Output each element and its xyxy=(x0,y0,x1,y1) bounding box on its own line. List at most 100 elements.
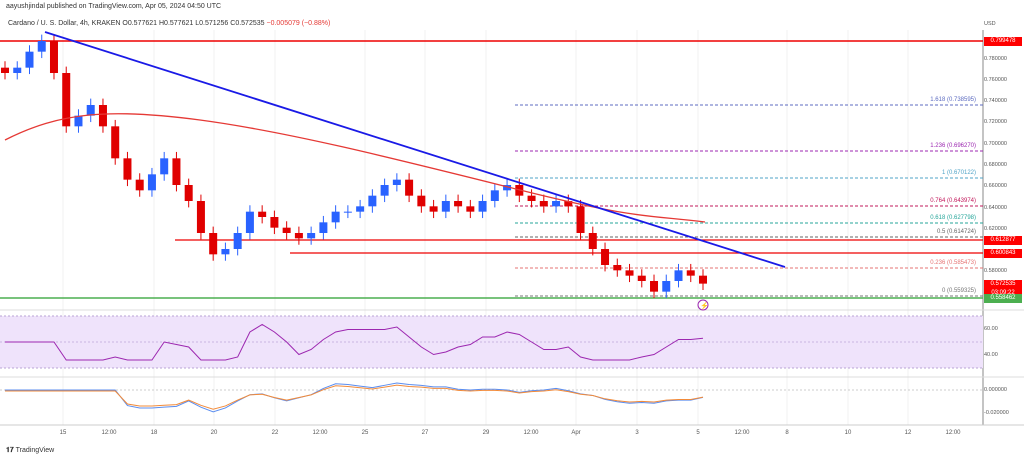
candle-body xyxy=(662,281,671,292)
close-value: C0.572535 xyxy=(230,20,265,27)
time-tick: 5 xyxy=(696,430,700,436)
candle-body xyxy=(98,105,107,127)
time-tick: 12:00 xyxy=(312,430,328,436)
time-tick: 18 xyxy=(150,430,158,436)
time-tick: 29 xyxy=(482,430,490,436)
candle-body xyxy=(613,265,622,271)
candle-body xyxy=(233,233,242,249)
time-tick: Apr xyxy=(571,430,581,436)
candle-body xyxy=(282,227,291,233)
candle-body xyxy=(294,233,303,239)
candle-body xyxy=(368,195,377,207)
symbol-legend: Cardano / U. S. Dollar, 4h, KRAKEN O0.57… xyxy=(8,20,330,27)
candle-body xyxy=(135,179,144,191)
candle-body xyxy=(184,185,193,201)
candle-body xyxy=(380,185,389,196)
time-tick: 12:00 xyxy=(734,430,750,436)
price-tick: 0.680000 xyxy=(984,162,1007,168)
candle-body xyxy=(270,217,279,228)
last-price-label: 0.572535 03:09:22 xyxy=(984,280,1022,297)
time-tick: 25 xyxy=(361,430,369,436)
high-value: H0.577621 xyxy=(159,20,194,27)
candle-body xyxy=(441,201,450,212)
lightning-icon xyxy=(697,299,709,311)
time-tick: 27 xyxy=(421,430,429,436)
time-tick: 3 xyxy=(635,430,639,436)
candle-body xyxy=(478,201,487,212)
ema-line xyxy=(4,112,706,223)
candle-body xyxy=(160,158,169,175)
candle-body xyxy=(209,233,218,255)
candle-body xyxy=(625,270,634,276)
candle-body xyxy=(588,233,597,249)
fib-level-label: 1 (0.670122) xyxy=(941,170,976,176)
price-label-top: 0.799478 xyxy=(984,37,1022,46)
candle-body xyxy=(527,195,536,201)
candle-body xyxy=(221,249,230,255)
candle-body xyxy=(539,201,548,207)
trend-line xyxy=(44,31,786,268)
rsi-line xyxy=(5,323,704,361)
time-tick: 20 xyxy=(210,430,218,436)
time-tick: 8 xyxy=(785,430,789,436)
time-tick: 15 xyxy=(59,430,67,436)
fib-level-label: 0.236 (0.585473) xyxy=(930,260,976,266)
candle-body xyxy=(503,185,512,191)
price-label-resistance-2: 0.600843 xyxy=(984,249,1022,258)
candle-body xyxy=(637,275,646,281)
candle-body xyxy=(111,126,120,159)
fib-level-label: 0.618 (0.627798) xyxy=(930,215,976,221)
macd-signal-line xyxy=(5,384,704,410)
candle-body xyxy=(405,179,414,196)
candle-body xyxy=(564,201,573,207)
fib-level-label: 0.5 (0.614724) xyxy=(936,229,976,235)
open-value: O0.577621 xyxy=(122,20,158,27)
candle-body xyxy=(650,281,659,292)
fib-level-label: 0.764 (0.643974) xyxy=(930,198,976,204)
candle-body xyxy=(490,190,499,201)
candle-body xyxy=(552,201,561,207)
candle-body xyxy=(258,211,267,217)
candle-body xyxy=(86,105,95,116)
candle-body xyxy=(1,67,9,73)
price-tick: 0.620000 xyxy=(984,226,1007,232)
macd-tick: 0.000000 xyxy=(984,387,1007,393)
fib-level-label: 1.236 (0.696270) xyxy=(930,143,976,149)
candle-body xyxy=(74,115,83,127)
candle-body xyxy=(417,195,426,207)
candle-body xyxy=(13,67,22,73)
candle-body xyxy=(699,275,707,284)
macd-tick: -0.020000 xyxy=(984,410,1009,416)
candle-body xyxy=(319,222,328,233)
candle-body xyxy=(307,233,316,239)
candle-body xyxy=(25,51,34,68)
candle-body xyxy=(245,211,254,233)
symbol-name: Cardano / U. S. Dollar, 4h, KRAKEN xyxy=(8,20,121,27)
price-tick: 0.720000 xyxy=(984,119,1007,125)
price-tick: 0.760000 xyxy=(984,77,1007,83)
price-tick: 0.780000 xyxy=(984,56,1007,62)
candle-body xyxy=(686,270,695,276)
time-tick: 22 xyxy=(271,430,279,436)
bar-countdown: 03:09:22 xyxy=(991,290,1015,296)
price-label-resistance-1: 0.612877 xyxy=(984,236,1022,245)
candle-body xyxy=(62,73,71,127)
candle-body xyxy=(172,158,181,185)
price-tick: 0.660000 xyxy=(984,183,1007,189)
brand-name: TradingView xyxy=(15,447,55,454)
fib-level-label: 1.618 (0.738595) xyxy=(930,97,976,103)
candle-body xyxy=(392,179,401,185)
change-value: −0.005079 (−0.88%) xyxy=(266,20,331,27)
currency-label: USD xyxy=(984,21,996,27)
time-tick: 12:00 xyxy=(101,430,117,436)
candle-body xyxy=(147,174,156,191)
fib-level-label: 0 (0.559325) xyxy=(941,288,976,294)
publish-info: aayushjindal published on TradingView.co… xyxy=(6,3,222,10)
candle-body xyxy=(123,158,132,180)
candle-body xyxy=(331,211,340,223)
time-tick: 12 xyxy=(904,430,912,436)
candle-body xyxy=(356,206,365,212)
candle-body xyxy=(49,41,58,73)
price-tick: 0.640000 xyxy=(984,205,1007,211)
